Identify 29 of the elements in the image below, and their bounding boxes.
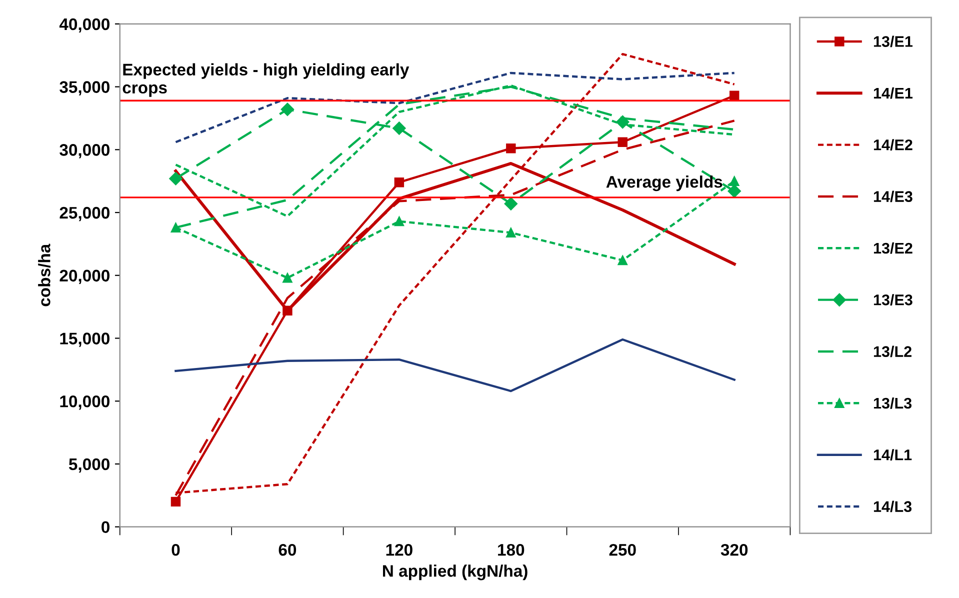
legend-label: 13/E2 xyxy=(874,242,912,254)
legend-label: 13/L2 xyxy=(874,346,912,358)
legend-label: 13/L3 xyxy=(874,397,912,409)
x-tick-label: 320 xyxy=(720,544,748,556)
x-tick-label: 250 xyxy=(609,544,636,556)
x-tick-label: 120 xyxy=(386,544,412,556)
legend-label: 13/E1 xyxy=(874,36,913,48)
x-tick-label: 0 xyxy=(172,544,180,556)
ref-line-label: Expected yields - high yielding early crops xyxy=(122,63,410,97)
y-tick-label: 30,000 xyxy=(60,144,110,158)
y-tick-label: 15,000 xyxy=(60,332,110,347)
legend-label: 13/E3 xyxy=(874,294,912,306)
y-tick-label: 10,000 xyxy=(60,396,110,410)
y-axis-title: cobs/ha xyxy=(38,244,50,306)
y-tick-label: 0 xyxy=(102,521,110,534)
legend-label: 14/L3 xyxy=(874,500,912,512)
y-tick-label: 35,000 xyxy=(60,81,110,96)
legend-label: 14/E3 xyxy=(874,190,912,202)
y-tick-label: 40,000 xyxy=(59,18,110,33)
y-tick-label: 25,000 xyxy=(60,206,110,222)
legend-label: 14/E1 xyxy=(874,87,913,99)
legend-label: 14/L1 xyxy=(874,449,912,460)
x-axis-title: N applied (kgN/ha) xyxy=(383,564,528,580)
x-tick-label: 60 xyxy=(278,544,296,556)
legend-label: 14/E2 xyxy=(874,139,912,150)
y-tick-label: 20,000 xyxy=(60,270,110,284)
ref-line-label: Average yields xyxy=(606,176,722,192)
y-tick-label: 5,000 xyxy=(68,458,110,473)
x-tick-label: 180 xyxy=(498,544,524,556)
